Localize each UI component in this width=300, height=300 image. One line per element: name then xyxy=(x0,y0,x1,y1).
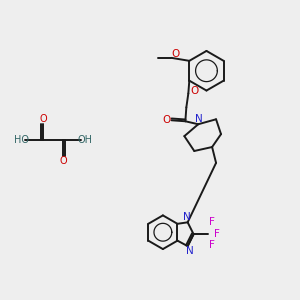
Text: F: F xyxy=(214,229,220,239)
Text: O: O xyxy=(190,85,198,96)
Text: O: O xyxy=(171,49,180,59)
Text: OH: OH xyxy=(77,135,92,145)
Text: F: F xyxy=(209,240,215,250)
Text: N: N xyxy=(186,246,194,256)
Text: O: O xyxy=(59,156,67,166)
Text: HO: HO xyxy=(14,135,29,145)
Text: O: O xyxy=(162,115,171,125)
Text: N: N xyxy=(195,114,203,124)
Text: F: F xyxy=(209,217,215,227)
Text: N: N xyxy=(183,212,190,222)
Text: O: O xyxy=(39,114,47,124)
